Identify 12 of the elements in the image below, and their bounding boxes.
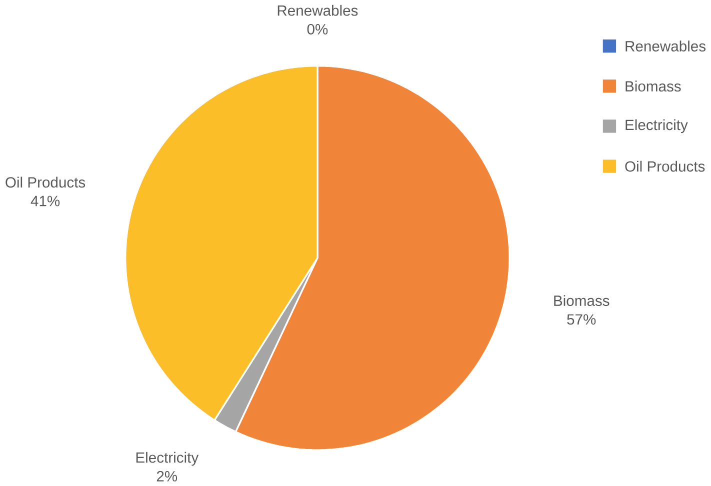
legend-label: Oil Products — [625, 160, 705, 172]
legend-label: Renewables — [626, 40, 706, 52]
category-label: Renewables — [278, 4, 358, 16]
slice-label: Oil Products — [6, 176, 86, 188]
data-label: 57% — [567, 314, 596, 324]
legend-label: Electricity — [626, 119, 688, 133]
slice-label: Electricity — [136, 452, 199, 466]
slice-label: Biomass — [554, 294, 610, 306]
data-label: 41% — [30, 196, 60, 206]
data-label: 2% — [156, 470, 178, 482]
text: 0% — [307, 24, 328, 34]
legend-label: Biomass — [626, 80, 681, 92]
